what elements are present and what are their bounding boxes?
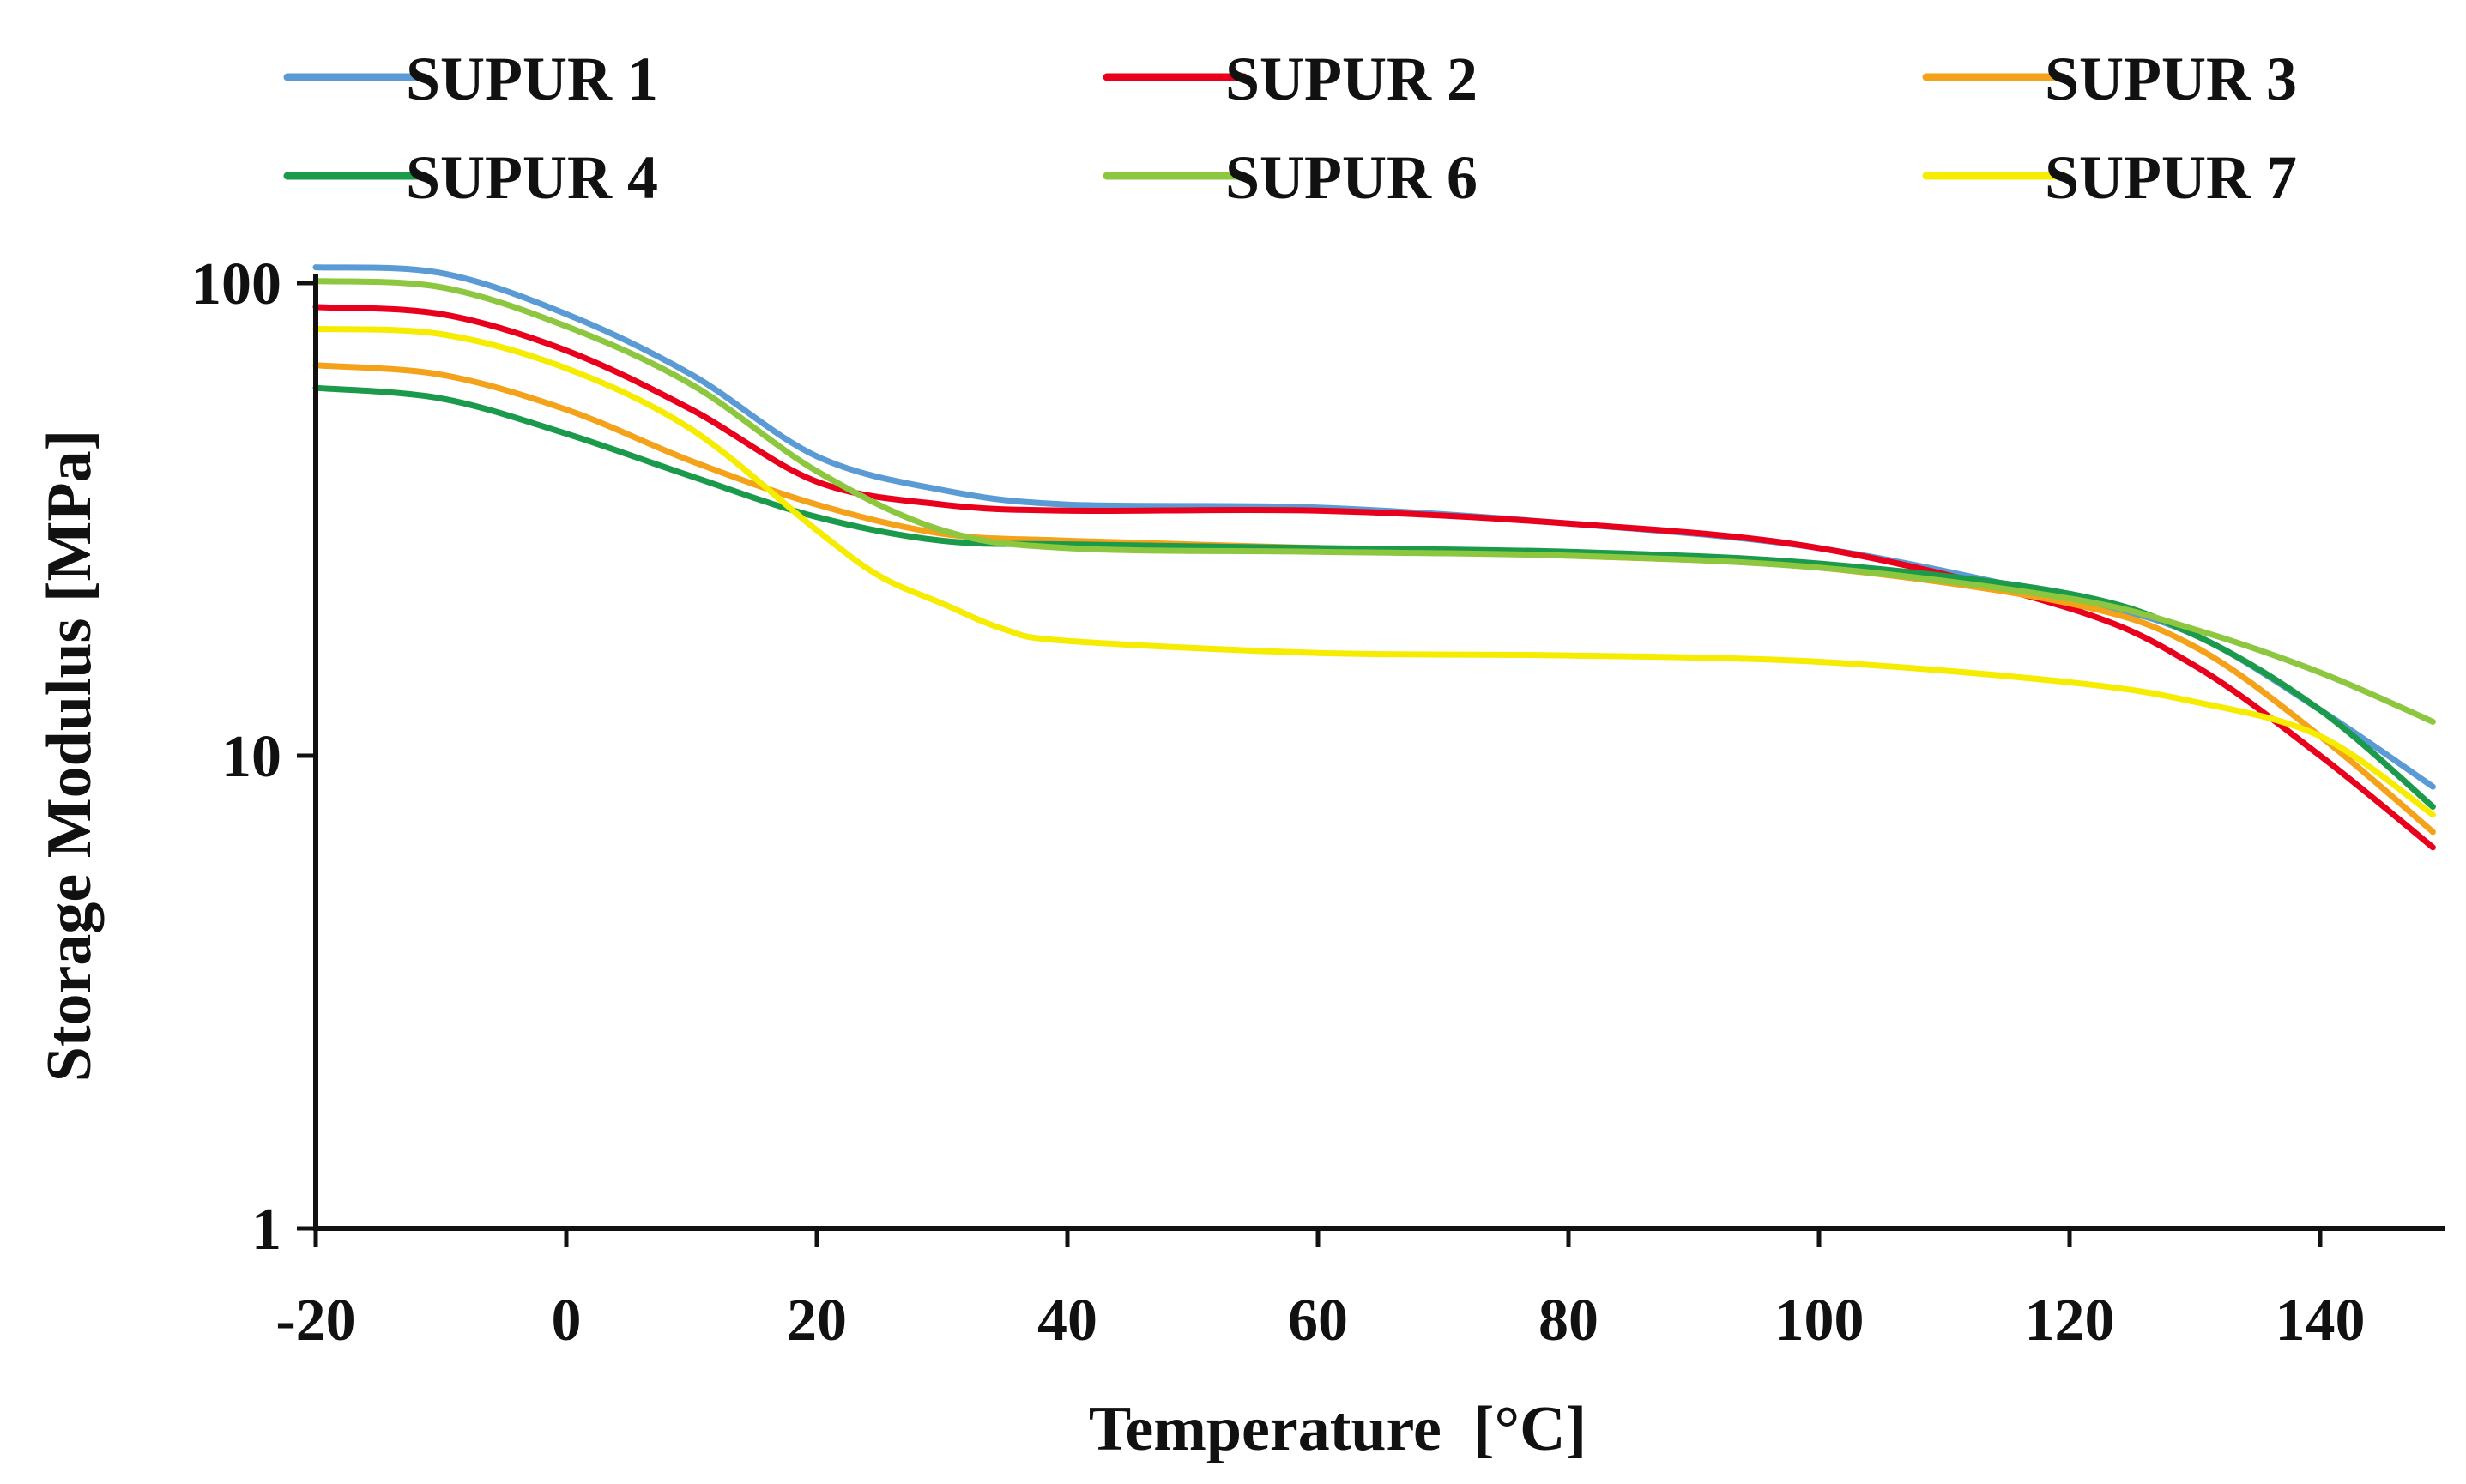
legend-label: SUPUR 1 xyxy=(406,45,658,113)
legend-item: SUPUR 7 xyxy=(1922,143,2297,212)
x-tick-label: 0 xyxy=(552,1288,582,1354)
legend-item: SUPUR 6 xyxy=(1103,143,1478,212)
x-tick-label: -20 xyxy=(275,1288,355,1354)
legend-label: SUPUR 7 xyxy=(2045,143,2297,212)
legend-item: SUPUR 4 xyxy=(283,143,658,212)
x-tick-label: 40 xyxy=(1037,1288,1097,1354)
x-tick-label: 120 xyxy=(2025,1288,2115,1354)
legend-item: SUPUR 2 xyxy=(1103,45,1478,113)
legend-item: SUPUR 1 xyxy=(283,45,658,113)
legend-item: SUPUR 3 xyxy=(1922,45,2297,113)
x-axis-title: Temperature [°C] xyxy=(1089,1394,1587,1464)
x-tick-label: 80 xyxy=(1538,1288,1599,1354)
legend-label: SUPUR 6 xyxy=(1225,143,1478,212)
legend-label: SUPUR 4 xyxy=(406,143,658,212)
series-line-3 xyxy=(312,362,2436,836)
y-ticks: 1 10 100 xyxy=(191,251,316,1263)
y-tick-label: 10 xyxy=(221,724,281,790)
y-axis-title: Storage Modulus [MPa] xyxy=(34,430,105,1083)
series-line-4 xyxy=(312,384,2436,810)
axes: -20 0 20 40 60 80 100 120 140 1 10 100 xyxy=(191,251,2445,1354)
plot-lines xyxy=(312,264,2436,851)
legend-label: SUPUR 3 xyxy=(2045,45,2297,113)
series-line-2 xyxy=(312,304,2436,851)
x-ticks: -20 0 20 40 60 80 100 120 140 xyxy=(275,1228,2366,1354)
series-line-5 xyxy=(312,278,2436,725)
legend-label: SUPUR 2 xyxy=(1225,45,1478,113)
series-line-1 xyxy=(312,264,2436,790)
y-tick-label: 100 xyxy=(191,251,281,317)
x-tick-label: 20 xyxy=(787,1288,847,1354)
series-line-6 xyxy=(312,325,2436,818)
x-tick-label: 60 xyxy=(1288,1288,1348,1354)
x-tick-label: 140 xyxy=(2276,1288,2366,1354)
legend: SUPUR 1 SUPUR 2 SUPUR 3 SUPUR 4 SUPUR 6 SUPUR… xyxy=(283,45,2297,212)
y-tick-label: 1 xyxy=(251,1197,281,1263)
x-tick-label: 100 xyxy=(1774,1288,1865,1354)
